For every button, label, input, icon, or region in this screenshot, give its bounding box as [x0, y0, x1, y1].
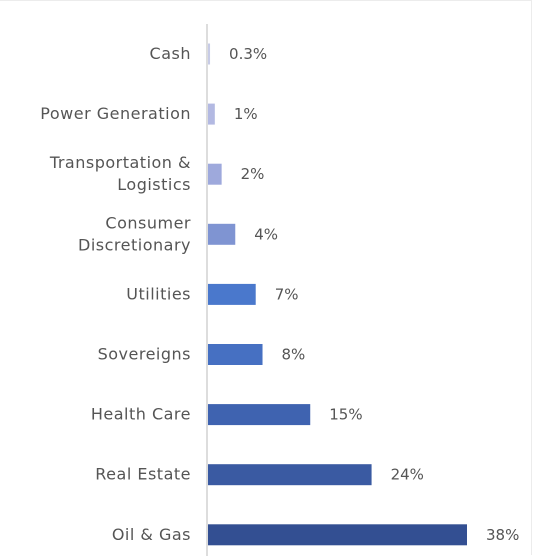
category-label-line: Oil & Gas	[112, 525, 191, 544]
category-label-3: Consumer Discretionary	[78, 213, 191, 254]
category-label-line: Logistics	[117, 175, 191, 194]
category-label-line: Real Estate	[95, 465, 191, 484]
category-label-4: Utilities	[126, 284, 191, 303]
category-label-line: Discretionary	[78, 235, 191, 254]
category-label-line: Consumer	[105, 213, 191, 232]
value-label-1: 1%	[234, 105, 258, 123]
category-label-6: Health Care	[91, 405, 191, 424]
bar-7	[208, 464, 372, 486]
category-label-line: Power Generation	[40, 104, 191, 123]
category-label-1: Power Generation	[40, 104, 191, 123]
category-label-line: Health Care	[91, 405, 191, 424]
category-label-8: Oil & Gas	[112, 525, 191, 544]
category-label-line: Transportation &	[49, 153, 191, 172]
bar-5	[208, 344, 263, 365]
bar-8	[208, 524, 467, 546]
category-label-line: Cash	[150, 44, 191, 63]
value-label-2: 2%	[241, 165, 265, 183]
category-label-5: Sovereigns	[98, 345, 191, 364]
value-label-3: 4%	[254, 225, 278, 243]
category-label-7: Real Estate	[95, 465, 191, 484]
bar-3	[208, 223, 236, 245]
value-label-0: 0.3%	[229, 45, 267, 63]
bar-1	[208, 103, 215, 125]
value-label-4: 7%	[275, 285, 299, 303]
value-label-7: 24%	[391, 466, 424, 484]
category-label-line: Sovereigns	[98, 345, 191, 364]
category-label-2: Transportation & Logistics	[49, 153, 191, 194]
bar-0	[208, 43, 211, 65]
bar-6	[208, 404, 311, 426]
category-label-0: Cash	[150, 44, 191, 63]
category-label-line: Utilities	[126, 284, 191, 303]
bar-4	[208, 283, 256, 305]
value-label-5: 8%	[282, 346, 306, 364]
value-label-6: 15%	[329, 406, 362, 424]
bar-2	[208, 163, 222, 185]
value-label-8: 38%	[486, 526, 519, 544]
